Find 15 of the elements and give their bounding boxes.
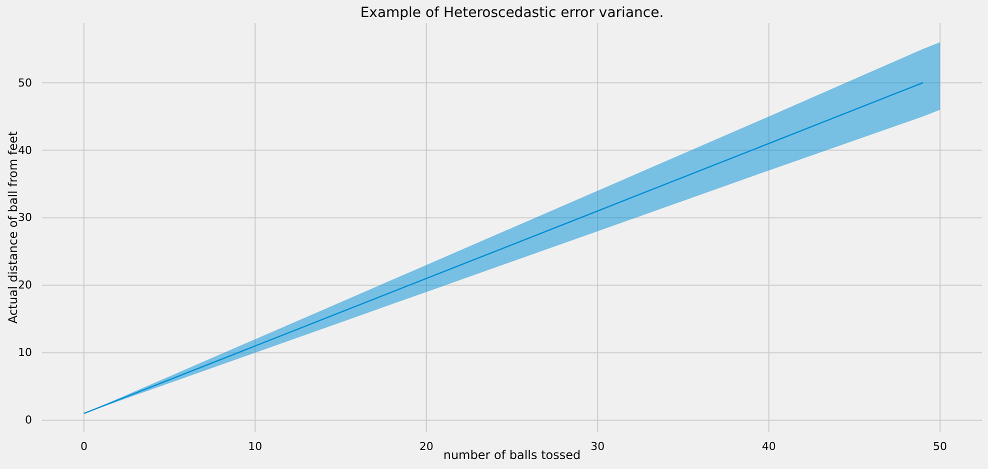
y-tick-label: 20 [18, 278, 32, 292]
x-tick-label: 50 [933, 440, 948, 453]
x-tick-label: 40 [762, 440, 776, 453]
x-tick-label: 0 [80, 440, 88, 453]
y-tick-label: 50 [18, 76, 32, 90]
y-tick-label: 30 [18, 211, 32, 224]
y-tick-label: 0 [25, 414, 32, 427]
y-axis-title: Actual distance of ball from feet [6, 131, 20, 324]
x-tick-label: 20 [419, 440, 434, 453]
x-tick-label: 30 [590, 440, 605, 453]
y-tick-label: 10 [18, 346, 32, 360]
chart-title: Example of Heteroscedastic error variance. [360, 5, 664, 21]
x-tick-label: 10 [248, 440, 262, 453]
x-axis-title: number of balls tossed [443, 448, 581, 462]
y-tick-label: 40 [18, 144, 32, 157]
